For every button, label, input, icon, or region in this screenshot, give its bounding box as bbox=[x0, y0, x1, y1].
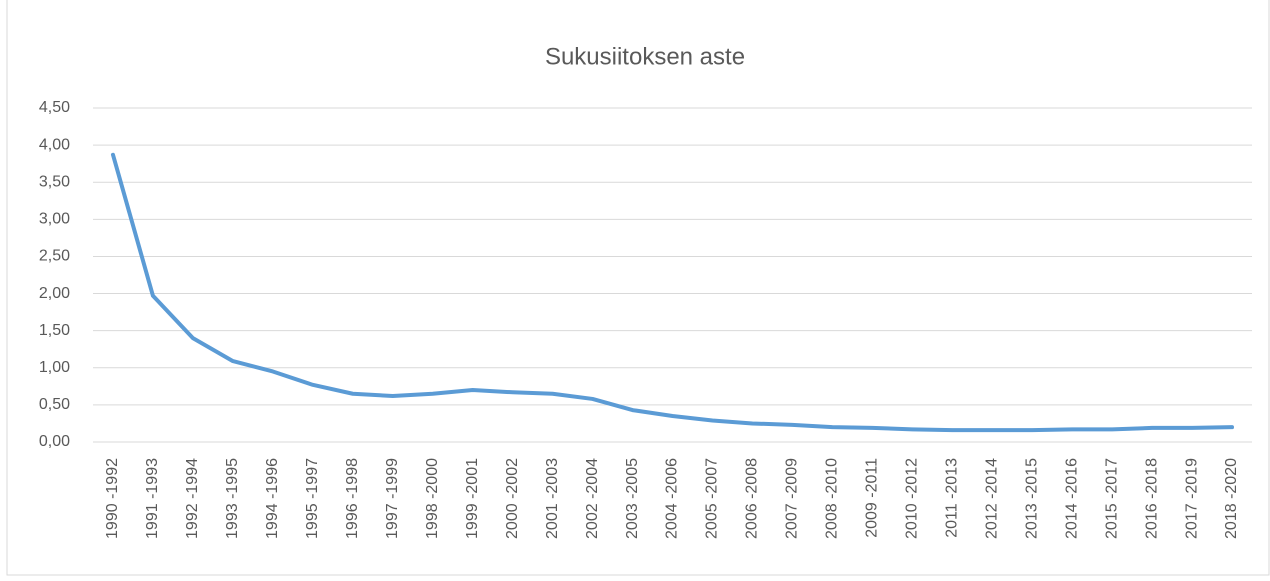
y-tick-label: 3,50 bbox=[39, 173, 70, 190]
y-tick-label: 1,50 bbox=[39, 322, 70, 339]
y-tick-label: 0,00 bbox=[39, 433, 70, 450]
x-tick-label: 2011 -2013 bbox=[943, 458, 960, 538]
y-tick-label: 4,00 bbox=[39, 136, 70, 153]
x-tick-label: 2002 -2004 bbox=[584, 458, 601, 539]
chart-title: Sukusiitoksen aste bbox=[545, 43, 745, 70]
x-tick-label: 2017 -2019 bbox=[1183, 458, 1200, 539]
y-tick-label: 1,00 bbox=[39, 359, 70, 376]
x-tick-label: 2000 -2002 bbox=[504, 458, 521, 539]
x-tick-label: 1991 -1993 bbox=[144, 458, 161, 539]
x-tick-label: 1990 -1992 bbox=[104, 458, 121, 539]
y-tick-label: 2,00 bbox=[39, 285, 70, 302]
x-tick-label: 2006 -2008 bbox=[744, 458, 761, 539]
y-tick-label: 4,50 bbox=[39, 99, 70, 116]
x-tick-label: 2015 -2017 bbox=[1103, 458, 1120, 539]
x-tick-label: 2016 -2018 bbox=[1143, 458, 1160, 539]
x-tick-label: 1992 -1994 bbox=[184, 458, 201, 539]
y-tick-label: 2,50 bbox=[39, 248, 70, 265]
x-tick-label: 1995 -1997 bbox=[304, 458, 321, 539]
x-tick-label: 1994 -1996 bbox=[264, 458, 281, 539]
x-tick-label: 2004 -2006 bbox=[664, 458, 681, 539]
x-tick-label: 2010 -2012 bbox=[904, 458, 921, 539]
x-tick-label: 2012 -2014 bbox=[983, 458, 1000, 539]
x-tick-label: 2014 -2016 bbox=[1063, 458, 1080, 539]
x-tick-label: 1998 -2000 bbox=[424, 458, 441, 539]
x-tick-label: 2018 -2020 bbox=[1223, 458, 1240, 539]
y-tick-label: 0,50 bbox=[39, 396, 70, 413]
x-tick-label: 2001 -2003 bbox=[544, 458, 561, 539]
x-tick-label: 2007 -2009 bbox=[784, 458, 801, 539]
x-tick-label: 2005 -2007 bbox=[704, 458, 721, 539]
x-tick-label: 2008 -2010 bbox=[824, 458, 841, 539]
chart: Sukusiitoksen aste 0,00 0,50 1,00 1,50 2,00 2… bbox=[0, 0, 1270, 576]
x-tick-label: 2013 -2015 bbox=[1023, 458, 1040, 539]
x-tick-label: 1997 -1999 bbox=[384, 458, 401, 539]
x-tick-label: 2009 -2011 bbox=[864, 458, 881, 538]
x-tick-label: 1993 -1995 bbox=[224, 458, 241, 539]
x-tick-label: 2003 -2005 bbox=[624, 458, 641, 539]
x-tick-label: 1999 -2001 bbox=[464, 458, 481, 539]
y-tick-label: 3,00 bbox=[39, 211, 70, 228]
x-tick-label: 1996 -1998 bbox=[344, 458, 361, 539]
